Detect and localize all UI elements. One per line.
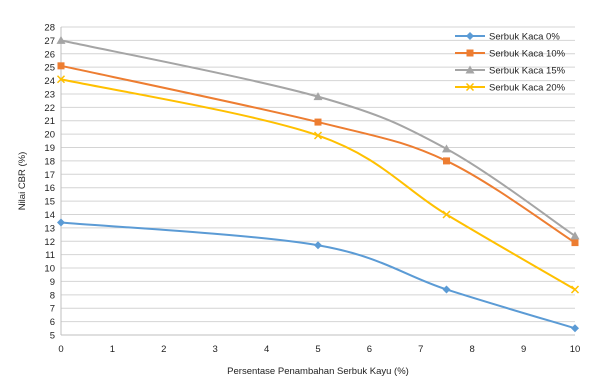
legend-label: Serbuk Kaca 10%: [489, 49, 566, 60]
y-tick-label: 14: [44, 210, 55, 221]
x-marker-stroke: [313, 131, 323, 140]
series-line-2: [60, 39, 576, 237]
series-line-0: [60, 221, 576, 330]
gridlines: [61, 26, 575, 323]
x-marker-stroke: [570, 285, 580, 294]
series-line-1: [60, 64, 576, 244]
data-point-marker: [313, 92, 323, 101]
legend-label: Serbuk Kaca 15%: [489, 66, 566, 77]
y-tick-label: 23: [44, 89, 55, 100]
data-point-marker: [442, 144, 451, 153]
x-tick-label: 9: [521, 344, 526, 355]
series-line-3: [60, 78, 576, 291]
y-tick-label: 24: [44, 76, 55, 87]
y-tick-label: 18: [44, 156, 55, 167]
y-tick-label: 6: [50, 317, 55, 328]
y-tick-label: 15: [44, 197, 55, 208]
legend-label: Serbuk Kaca 0%: [489, 32, 560, 43]
y-tick-label: 22: [44, 103, 55, 114]
y-tick-label: 21: [44, 116, 55, 127]
x-tick-label: 10: [570, 344, 581, 355]
x-marker-stroke: [56, 75, 66, 84]
data-point-marker: [570, 231, 580, 240]
y-tick-label: 5: [50, 331, 55, 342]
y-tick-label: 13: [44, 223, 55, 234]
x-tick-label: 3: [213, 344, 218, 355]
y-tick-label: 17: [44, 170, 55, 181]
y-axis-title: Nilai CBR (%): [17, 152, 28, 211]
x-tick-label: 4: [264, 344, 269, 355]
y-tick-label: 25: [44, 63, 55, 74]
data-point-marker: [56, 35, 66, 44]
x-tick-label: 1: [110, 344, 115, 355]
data-point-marker: [57, 218, 65, 227]
y-tick-label: 20: [44, 130, 55, 141]
data-point-marker: [443, 157, 450, 165]
series-markers: [56, 35, 580, 333]
x-tick-label: 6: [367, 344, 372, 355]
data-point-marker: [313, 131, 323, 140]
legend-swatch-marker: [465, 82, 475, 92]
y-tick-label: 28: [44, 23, 55, 34]
data-point-marker: [442, 210, 451, 219]
y-tick-label: 7: [50, 304, 55, 315]
y-tick-label: 9: [50, 277, 55, 288]
y-tick-labels: 5 6 7 8 9 10 11 12 13 14 15 16 17 18 19 20 21 22 23 24 25 26 2…: [44, 23, 55, 342]
x-tick-labels: 0 1 2 3 4 5 6 7 8 9 10: [58, 344, 580, 355]
x-marker-stroke: [465, 82, 475, 92]
y-tick-label: 11: [45, 250, 55, 261]
data-point-marker: [570, 285, 580, 294]
y-tick-label: 10: [44, 264, 55, 275]
legend-swatch-marker: [466, 49, 474, 57]
data-point-marker: [57, 62, 65, 70]
legend-swatch-marker: [465, 65, 475, 74]
y-tick-label: 19: [44, 143, 55, 154]
data-point-marker: [442, 285, 451, 294]
y-tick-label: 16: [44, 183, 55, 194]
data-point-marker: [314, 241, 322, 250]
y-tick-label: 12: [44, 237, 55, 248]
x-tick-label: 5: [315, 344, 320, 355]
y-tick-label: 8: [50, 290, 55, 301]
x-tick-label: 7: [418, 344, 423, 355]
legend: Serbuk Kaca 0% Serbuk Kaca 10% Serbuk Kaca…: [455, 32, 566, 94]
legend-swatch-marker: [466, 32, 474, 40]
x-marker-stroke: [442, 210, 451, 219]
data-point-marker: [314, 118, 322, 126]
data-point-marker: [56, 75, 66, 84]
y-tick-label: 27: [44, 36, 55, 47]
x-tick-label: 0: [58, 344, 63, 355]
series-lines: [60, 39, 576, 330]
legend-label: Serbuk Kaca 20%: [489, 83, 566, 94]
x-axis-title: Persentase Penambahan Serbuk Kayu (%): [227, 366, 409, 377]
y-tick-label: 26: [44, 49, 55, 60]
x-tick-label: 2: [161, 344, 166, 355]
data-point-marker: [571, 324, 579, 333]
x-tick-label: 8: [470, 344, 475, 355]
data-point-marker: [571, 239, 579, 247]
